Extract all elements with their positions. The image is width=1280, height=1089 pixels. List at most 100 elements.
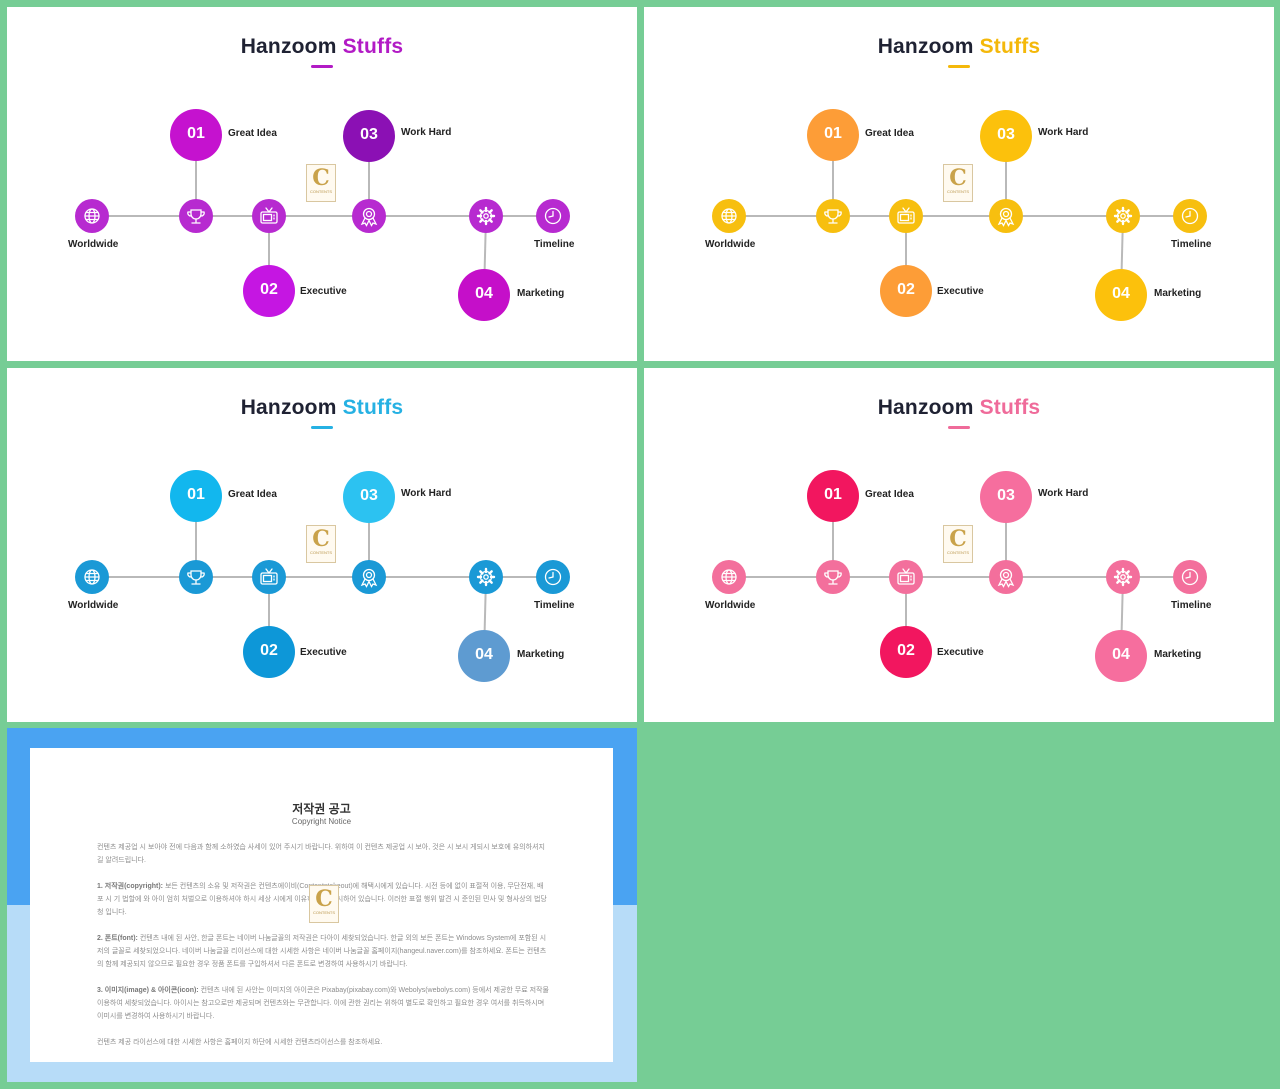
logo-text: CONTENTS bbox=[947, 550, 969, 555]
title-main: Hanzoom bbox=[877, 396, 974, 419]
label-timeline: Timeline bbox=[1171, 600, 1212, 611]
notice-paragraph-font: 2. 폰트(font): 컨텐츠 내에 된 사안, 한글 폰트는 네이버 나눔글… bbox=[97, 932, 549, 971]
number-label-01: 01 bbox=[187, 486, 205, 503]
number-label-02: 02 bbox=[260, 642, 278, 659]
notice-title: 저작권 공고 bbox=[292, 802, 351, 816]
trophy-icon bbox=[824, 570, 842, 585]
globe-icon bbox=[721, 208, 737, 224]
icon-node-trophy bbox=[179, 199, 213, 233]
award-icon bbox=[360, 207, 378, 227]
tv-icon bbox=[260, 207, 278, 224]
number-label-02: 02 bbox=[260, 281, 278, 298]
label-executive: Executive bbox=[300, 286, 347, 297]
award-icon bbox=[360, 568, 378, 588]
logo-letter: C bbox=[312, 526, 330, 552]
label-worldwide: Worldwide bbox=[68, 239, 119, 250]
icon-node-tv bbox=[889, 560, 923, 594]
label-executive: Executive bbox=[300, 647, 347, 658]
number-label-01: 01 bbox=[187, 125, 205, 142]
slide-title: Hanzoom Stuffs bbox=[7, 35, 637, 59]
number-node-02 bbox=[880, 626, 932, 678]
icon-node-gear bbox=[469, 560, 503, 594]
number-node-03 bbox=[343, 471, 395, 523]
title-main: Hanzoom bbox=[240, 396, 337, 419]
notice-outro: 컨텐츠 제공 라이선스에 대한 시세한 사항은 홈페이지 하단에 시세한 컨텐츠… bbox=[97, 1039, 383, 1046]
icon-node-trophy bbox=[816, 560, 850, 594]
notice-text-font: 컨텐츠 내에 된 사안, 한글 폰트는 네이버 나눔글꼴의 저작권은 다아이 세… bbox=[97, 935, 547, 968]
label-great-idea: Great Idea bbox=[228, 489, 277, 500]
trophy-icon bbox=[187, 570, 205, 585]
slide-pink: Hanzoom Stuffs 01 Great Idea 02 Executive 03 Wo… bbox=[644, 368, 1274, 722]
label-work-hard: Work Hard bbox=[1038, 127, 1089, 138]
number-node-03 bbox=[980, 110, 1032, 162]
title-accent: Stuffs bbox=[342, 396, 404, 419]
notice-text-image: 컨텐츠 내에 된 사안는 이미지의 아이콘은 Pixabay(pixabay.c… bbox=[97, 987, 549, 1020]
number-label-03: 03 bbox=[360, 487, 378, 504]
number-label-03: 03 bbox=[360, 126, 378, 143]
number-node-01 bbox=[807, 109, 859, 161]
notice-heading-image: 3. 이미지(image) & 아이콘(icon): bbox=[97, 987, 199, 994]
notice-subtitle: Copyright Notice bbox=[291, 817, 352, 826]
logo-letter: C bbox=[949, 526, 967, 552]
icon-node-trophy bbox=[179, 560, 213, 594]
label-great-idea: Great Idea bbox=[865, 489, 914, 500]
number-label-04: 04 bbox=[475, 285, 493, 302]
gear-icon bbox=[1113, 567, 1133, 587]
copyright-notice-slide: 저작권 공고 Copyright Notice 컨텐츠 제공업 시 보아야 전에… bbox=[7, 728, 637, 1082]
award-icon bbox=[997, 568, 1015, 588]
title-main: Hanzoom bbox=[240, 35, 337, 58]
slide-title: Hanzoom Stuffs bbox=[7, 396, 637, 420]
number-label-04: 04 bbox=[1112, 285, 1130, 302]
title-accent: Stuffs bbox=[979, 396, 1041, 419]
notice-card: 저작권 공고 Copyright Notice 컨텐츠 제공업 시 보아야 전에… bbox=[30, 748, 613, 1062]
award-icon bbox=[997, 207, 1015, 227]
label-great-idea: Great Idea bbox=[865, 128, 914, 139]
globe-icon bbox=[721, 569, 737, 585]
number-label-02: 02 bbox=[897, 642, 915, 659]
trophy-icon bbox=[187, 209, 205, 224]
label-marketing: Marketing bbox=[1154, 288, 1202, 299]
title-accent: Stuffs bbox=[979, 35, 1041, 58]
gear-icon bbox=[476, 206, 496, 226]
label-timeline: Timeline bbox=[534, 239, 575, 250]
icon-node-gear bbox=[469, 199, 503, 233]
number-node-01 bbox=[170, 109, 222, 161]
title-underline bbox=[311, 426, 333, 429]
gear-icon bbox=[476, 567, 496, 587]
contents-logo: C CONTENTS bbox=[943, 525, 973, 563]
label-work-hard: Work Hard bbox=[401, 127, 452, 138]
number-label-04: 04 bbox=[1112, 646, 1130, 663]
tv-icon bbox=[260, 568, 278, 585]
number-node-01 bbox=[807, 470, 859, 522]
tv-icon bbox=[897, 207, 915, 224]
label-worldwide: Worldwide bbox=[705, 600, 756, 611]
logo-text: CONTENTS bbox=[947, 189, 969, 194]
label-worldwide: Worldwide bbox=[68, 600, 119, 611]
title-underline bbox=[311, 65, 333, 68]
logo-text: CONTENTS bbox=[313, 910, 335, 915]
tv-icon bbox=[897, 568, 915, 585]
number-node-04 bbox=[1095, 269, 1147, 321]
notice-heading-copyright: 1. 저작권(copyright): bbox=[97, 883, 163, 890]
icon-node-tv bbox=[252, 199, 286, 233]
timeline-diagram bbox=[712, 470, 1207, 682]
number-node-02 bbox=[243, 626, 295, 678]
notice-paragraph-image: 3. 이미지(image) & 아이콘(icon): 컨텐츠 내에 된 사안는 … bbox=[97, 984, 549, 1023]
slide-title: Hanzoom Stuffs bbox=[644, 35, 1274, 59]
label-work-hard: Work Hard bbox=[401, 488, 452, 499]
number-node-02 bbox=[243, 265, 295, 317]
timeline-diagram bbox=[75, 470, 570, 682]
number-node-03 bbox=[343, 110, 395, 162]
slide-blue: Hanzoom Stuffs 01 Great Idea 02 Executive 03 Wo… bbox=[7, 368, 637, 722]
label-worldwide: Worldwide bbox=[705, 239, 756, 250]
number-node-01 bbox=[170, 470, 222, 522]
label-executive: Executive bbox=[937, 647, 984, 658]
globe-icon bbox=[84, 569, 100, 585]
slide-title: Hanzoom Stuffs bbox=[644, 396, 1274, 420]
icon-node-trophy bbox=[816, 199, 850, 233]
number-label-03: 03 bbox=[997, 126, 1015, 143]
gear-icon bbox=[1113, 206, 1133, 226]
contents-logo: C CONTENTS bbox=[943, 164, 973, 202]
title-accent: Stuffs bbox=[342, 35, 404, 58]
clock-icon bbox=[1181, 568, 1199, 586]
